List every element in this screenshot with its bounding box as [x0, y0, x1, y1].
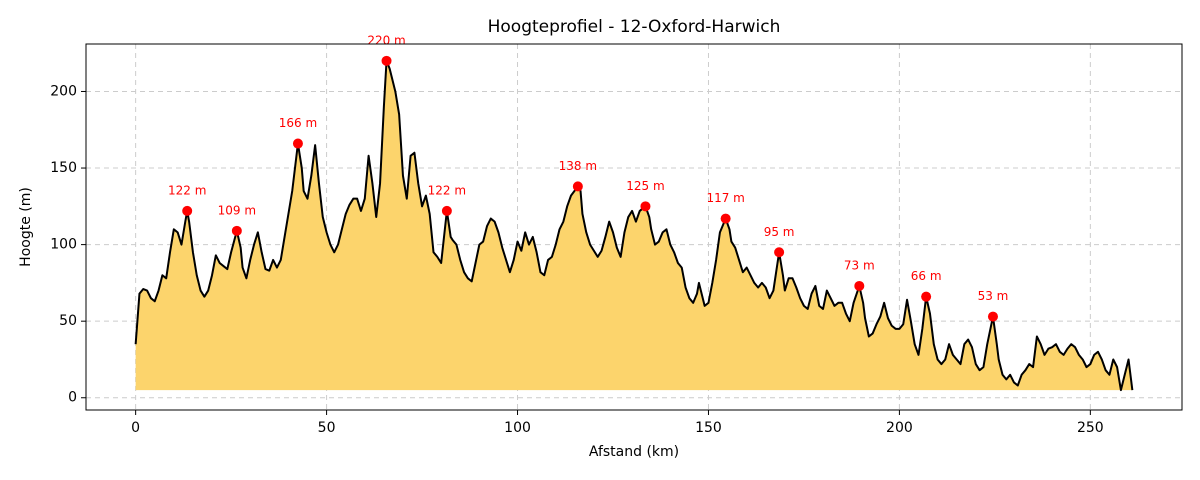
- peak-marker: [921, 291, 932, 302]
- peak-label: 117 m: [706, 191, 744, 205]
- peak-label: 166 m: [279, 116, 317, 130]
- x-tick-label: 200: [886, 420, 913, 436]
- peak-marker: [572, 181, 583, 192]
- y-tick-label: 200: [50, 83, 77, 99]
- x-tick-label: 100: [504, 420, 531, 436]
- peak-marker: [774, 247, 785, 258]
- peak-marker: [854, 280, 865, 291]
- x-tick-label: 50: [318, 420, 336, 436]
- peak-label: 109 m: [218, 203, 256, 217]
- peak-marker: [381, 55, 392, 66]
- peak-marker: [987, 311, 998, 322]
- peak-label: 95 m: [764, 225, 795, 239]
- x-axis-label: Afstand (km): [589, 444, 679, 460]
- peak-label: 122 m: [168, 183, 206, 197]
- peak-label: 66 m: [911, 269, 942, 283]
- peak-label: 220 m: [367, 33, 405, 47]
- peak-marker: [441, 205, 452, 216]
- peak-label: 73 m: [844, 258, 875, 272]
- plot-frame: [85, 43, 1183, 411]
- peak-label: 53 m: [978, 289, 1009, 303]
- peak-marker: [720, 213, 731, 224]
- peak-label: 125 m: [626, 179, 664, 193]
- x-tick-label: 0: [131, 420, 140, 436]
- profile-line: [134, 59, 1134, 392]
- y-axis-label: Hoogte (m): [18, 187, 34, 267]
- y-tick-label: 150: [50, 160, 77, 176]
- peak-marker: [292, 138, 303, 149]
- chart-title: Hoogteprofiel - 12-Oxford-Harwich: [488, 17, 781, 37]
- peak-marker: [640, 201, 651, 212]
- y-tick-label: 50: [59, 313, 77, 329]
- y-tick-label: 0: [68, 390, 77, 406]
- y-tick-label: 100: [50, 237, 77, 253]
- peak-label: 138 m: [559, 159, 597, 173]
- x-tick-label: 250: [1077, 420, 1104, 436]
- peak-marker: [182, 205, 193, 216]
- x-tick-label: 150: [695, 420, 722, 436]
- peak-label: 122 m: [428, 183, 466, 197]
- peak-marker: [231, 225, 242, 236]
